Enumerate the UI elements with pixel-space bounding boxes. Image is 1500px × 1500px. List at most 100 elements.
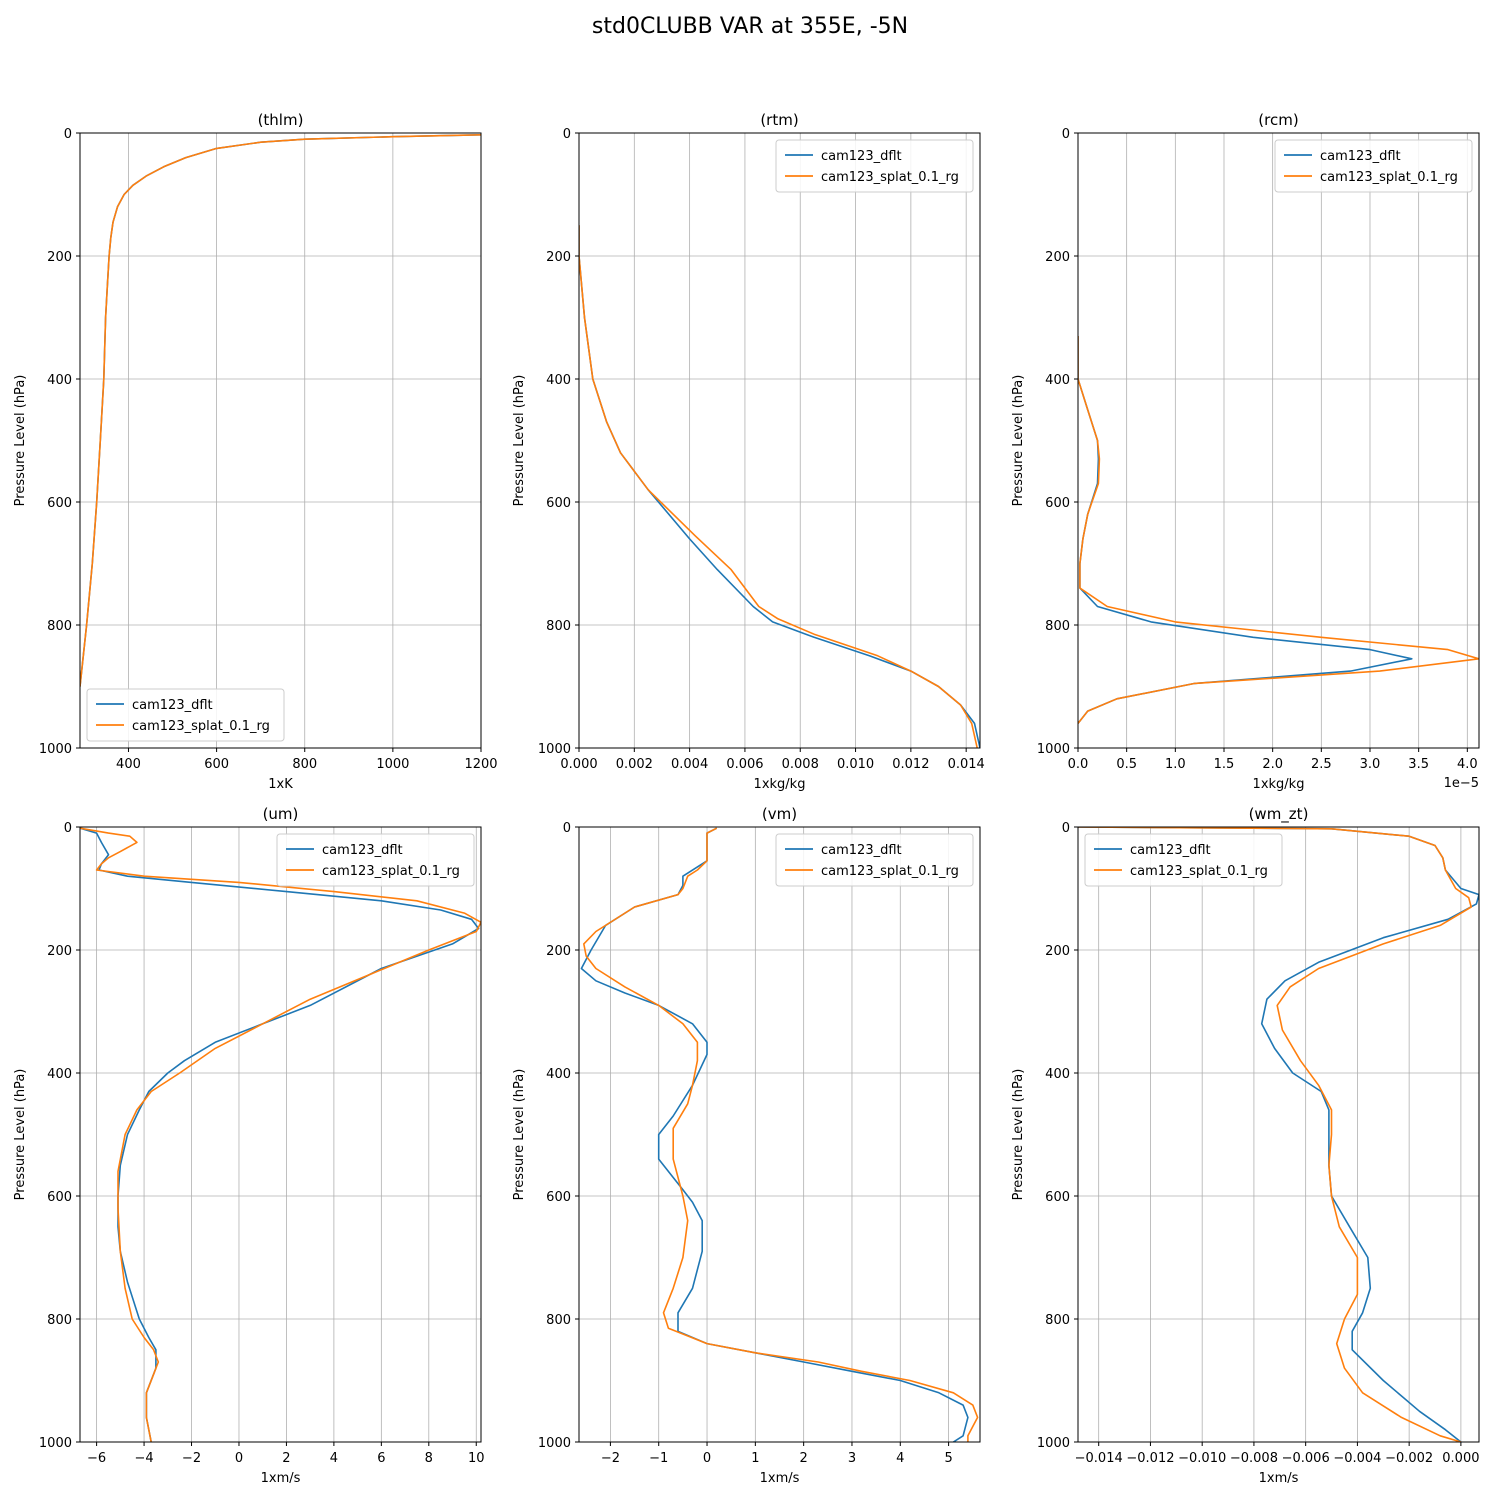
- legend-label-1: cam123_splat_0.1_rg: [132, 719, 270, 734]
- y-tick-label: 800: [1045, 619, 1070, 634]
- series-line-0: [1078, 336, 1413, 724]
- legend-label-1: cam123_splat_0.1_rg: [322, 864, 460, 879]
- x-tick-label: −2: [601, 1451, 620, 1466]
- y-tick-label: 1000: [538, 1436, 571, 1451]
- series-line-1: [80, 827, 481, 1442]
- x-tick-label: 2: [282, 1451, 290, 1466]
- x-tick-label: 3.5: [1408, 757, 1429, 772]
- y-tick-label: 1000: [1037, 1436, 1070, 1451]
- y-tick-label: 0: [1062, 821, 1070, 836]
- legend-label-1: cam123_splat_0.1_rg: [1320, 170, 1458, 185]
- axes-frame: [79, 826, 482, 1443]
- legend-box: [1084, 833, 1283, 887]
- subplot-title: (rcm): [1258, 111, 1298, 129]
- y-tick-label: 0: [563, 127, 571, 142]
- x-tick-label: −0.008: [1230, 1451, 1278, 1466]
- x-tick-label: 600: [204, 757, 229, 772]
- y-tick-label: 1000: [538, 742, 571, 757]
- legend-box: [276, 833, 475, 887]
- x-tick-label: 0.000: [1442, 1451, 1479, 1466]
- x-tick-label: −0.012: [1126, 1451, 1174, 1466]
- x-tick-label: 1: [751, 1451, 759, 1466]
- y-tick-label: 400: [1045, 1067, 1070, 1082]
- y-tick-label: 200: [47, 250, 72, 265]
- x-tick-label: 0: [703, 1451, 711, 1466]
- x-tick-label: −0.004: [1333, 1451, 1381, 1466]
- subplot-0: 400 600 800 1000 1200 0 200 400 600 800 1000 (thlm)…: [13, 111, 498, 792]
- x-tick-label: −0.014: [1075, 1451, 1123, 1466]
- y-axis-label: Pressure Level (hPa): [1011, 375, 1026, 507]
- x-tick-label: −2: [182, 1451, 201, 1466]
- subplot-title: (rtm): [760, 111, 798, 129]
- x-axis-label: 1xm/s: [760, 1471, 800, 1486]
- x-tick-label: 1.0: [1165, 757, 1186, 772]
- series-line-0: [580, 827, 969, 1442]
- y-tick-label: 0: [563, 821, 571, 836]
- legend-box: [1274, 139, 1473, 193]
- x-tick-label: −0.006: [1282, 1451, 1330, 1466]
- x-tick-label: 3: [848, 1451, 856, 1466]
- axes-frame: [1077, 826, 1480, 1443]
- x-axis-label: 1xm/s: [1259, 1471, 1299, 1486]
- x-tick-label: 0.000: [560, 757, 597, 772]
- y-axis-label: Pressure Level (hPa): [13, 375, 28, 507]
- y-tick-label: 1000: [39, 1436, 72, 1451]
- x-tick-label: 0.004: [671, 757, 708, 772]
- y-tick-label: 0: [64, 127, 72, 142]
- axes-frame: [79, 132, 482, 749]
- subplot-title: (um): [263, 805, 299, 823]
- x-axis-label: 1xK: [268, 777, 293, 792]
- x-tick-label: −1: [649, 1451, 668, 1466]
- y-axis-label: Pressure Level (hPa): [13, 1069, 28, 1201]
- legend-label-0: cam123_dflt: [821, 843, 902, 858]
- y-tick-label: 600: [47, 496, 72, 511]
- subplot-2: 0.0 0.5 1.0 1.5 2.0 2.5 3.0 3.5 4.0 0 200 400 600 800…: [1011, 111, 1480, 792]
- x-tick-label: 0.006: [726, 757, 763, 772]
- y-tick-label: 800: [47, 619, 72, 634]
- subplot-5: −0.014 −0.012 −0.010 −0.008 −0.006 −0.004 −0.0…: [1011, 805, 1480, 1486]
- x-tick-label: 0.014: [948, 757, 985, 772]
- y-tick-label: 200: [1045, 944, 1070, 959]
- y-tick-label: 400: [47, 373, 72, 388]
- legend-label-1: cam123_splat_0.1_rg: [1130, 864, 1268, 879]
- legend: cam123_dflt cam123_splat_0.1_rg: [276, 833, 475, 887]
- series-line-0: [579, 225, 980, 748]
- y-tick-label: 200: [546, 944, 571, 959]
- series-line-1: [1078, 336, 1479, 724]
- x-axis-label: 1xkg/kg: [754, 777, 806, 792]
- y-tick-label: 200: [1045, 250, 1070, 265]
- x-tick-label: 4: [330, 1451, 338, 1466]
- x-axis-label: 1xm/s: [261, 1471, 301, 1486]
- y-tick-label: 200: [47, 944, 72, 959]
- y-tick-label: 1000: [1037, 742, 1070, 757]
- x-tick-label: 0: [235, 1451, 243, 1466]
- y-tick-label: 0: [64, 821, 72, 836]
- x-tick-label: 800: [292, 757, 317, 772]
- axes-frame: [578, 826, 981, 1443]
- x-tick-label: −0.010: [1178, 1451, 1226, 1466]
- legend-label-0: cam123_dflt: [821, 149, 902, 164]
- legend-label-1: cam123_splat_0.1_rg: [821, 170, 959, 185]
- legend-label-1: cam123_splat_0.1_rg: [821, 864, 959, 879]
- legend-label-0: cam123_dflt: [1320, 149, 1401, 164]
- y-tick-label: 600: [1045, 496, 1070, 511]
- x-tick-label: 4.0: [1457, 757, 1478, 772]
- y-tick-label: 1000: [39, 742, 72, 757]
- x-tick-label: 3.0: [1360, 757, 1381, 772]
- axes-frame: [578, 132, 981, 749]
- x-tick-label: 5: [944, 1451, 952, 1466]
- legend-box: [775, 139, 974, 193]
- x-offset-label: 1e−5: [1444, 776, 1479, 791]
- y-tick-label: 800: [546, 619, 571, 634]
- legend-box: [775, 833, 974, 887]
- y-tick-label: 600: [546, 1190, 571, 1205]
- y-tick-label: 400: [546, 373, 571, 388]
- legend: cam123_dflt cam123_splat_0.1_rg: [775, 833, 974, 887]
- x-axis-label: 1xkg/kg: [1253, 777, 1305, 792]
- y-tick-label: 600: [1045, 1190, 1070, 1205]
- legend-box: [86, 688, 285, 742]
- legend: cam123_dflt cam123_splat_0.1_rg: [1084, 833, 1283, 887]
- x-tick-label: 2.0: [1262, 757, 1283, 772]
- axes-frame: [1077, 132, 1480, 749]
